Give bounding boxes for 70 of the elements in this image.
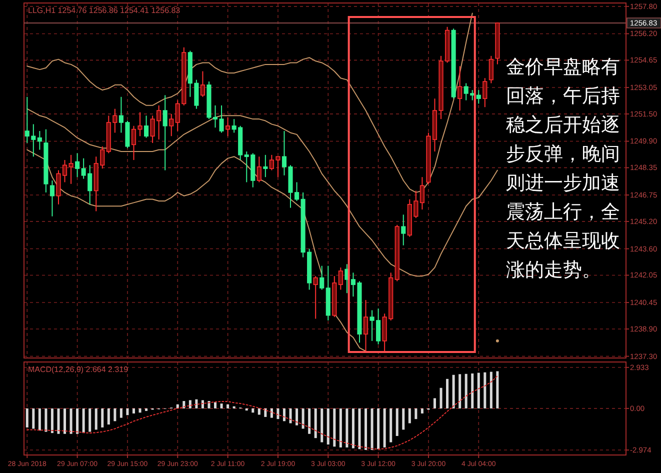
bar: [352, 408, 354, 448]
bar: [132, 408, 135, 414]
bar: [38, 408, 41, 431]
bar: [101, 408, 104, 428]
bar: [32, 408, 35, 429]
annotation: 金价早盘略有回落，午后持稳之后开始逐步反弹，晚间则进一步加速震荡上行，全天总体呈现收涨的走势。: [506, 56, 620, 281]
bar: [333, 408, 336, 447]
bar: [308, 408, 311, 434]
bar: [145, 408, 148, 411]
bar: [226, 404, 230, 408]
bar: [383, 408, 386, 448]
bar: [264, 408, 267, 417]
bar: [496, 371, 499, 408]
bar: [396, 408, 398, 436]
bar: [358, 408, 361, 450]
bar: [214, 402, 217, 408]
bar: [26, 408, 28, 428]
bar: [289, 408, 292, 424]
bar: [245, 408, 248, 411]
bar: [370, 408, 374, 450]
bar: [390, 408, 392, 442]
bar: [320, 408, 324, 442]
bar: [76, 408, 79, 434]
bar: [126, 408, 129, 416]
bar: [82, 408, 85, 434]
bar: [490, 372, 492, 408]
bar: [458, 374, 462, 408]
bar: [446, 378, 449, 408]
bar: [452, 374, 455, 408]
bar: [296, 408, 298, 426]
chart-title: LLG,H1 1254.76 1256.86 1254.41 1256.83: [28, 6, 181, 15]
bar: [402, 408, 405, 430]
bar: [138, 408, 142, 413]
chart-title: MACD(12,26,9) 2.664 2.319: [28, 365, 129, 374]
bar: [377, 408, 380, 450]
bar: [314, 408, 317, 438]
bar: [420, 408, 424, 414]
bar: [302, 408, 304, 429]
bar: [414, 408, 418, 420]
bar: [433, 398, 436, 408]
bar: [182, 401, 186, 408]
bar: [252, 408, 254, 413]
bar: [94, 408, 98, 430]
bar: [188, 400, 192, 408]
bar: [471, 373, 474, 408]
bar: [477, 372, 480, 408]
bar: [258, 408, 260, 415]
bar: [70, 408, 72, 434]
bar: [120, 408, 122, 418]
bar: [114, 408, 116, 422]
bar: [57, 408, 60, 434]
bar: [44, 408, 48, 432]
bar: [88, 408, 92, 432]
bar: [107, 408, 110, 425]
bar: [50, 408, 54, 434]
bar: [346, 408, 348, 448]
bar: [464, 374, 468, 408]
bar: [339, 408, 342, 448]
bar: [220, 404, 223, 408]
bar: [195, 399, 198, 408]
bar: [201, 400, 204, 408]
bar: [282, 408, 286, 422]
bar: [408, 408, 411, 424]
bar: [440, 388, 442, 408]
bar: [364, 408, 368, 450]
bar: [484, 372, 486, 408]
bar: [326, 408, 330, 445]
bar: [270, 408, 273, 418]
bar: [64, 408, 66, 434]
bar: [276, 408, 280, 420]
